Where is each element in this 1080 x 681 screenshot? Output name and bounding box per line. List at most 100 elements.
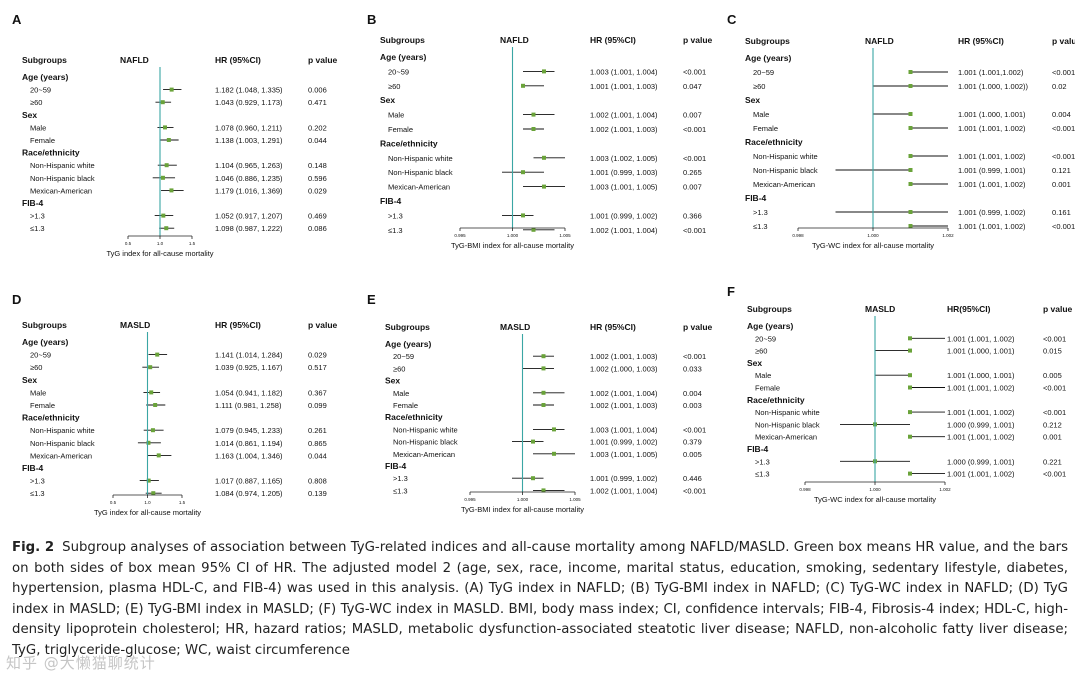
subgroup-label: Female — [30, 401, 55, 410]
p-value-text: 0.517 — [308, 363, 327, 372]
caption-text: Subgroup analyses of association between… — [12, 540, 1069, 658]
subgroup-label: >1.3 — [388, 211, 403, 220]
hr-marker — [541, 390, 546, 395]
p-value-text: <0.001 — [683, 425, 706, 434]
subgroup-category-label: FIB-4 — [745, 193, 767, 203]
hr-header: HR (95%CI) — [215, 320, 261, 330]
p-value-text: <0.001 — [1043, 384, 1066, 393]
p-value-text: <0.001 — [683, 226, 706, 235]
subgroup-label: Female — [30, 136, 55, 145]
x-tick-label: 1.005 — [569, 497, 581, 502]
x-tick-label: 1.002 — [942, 233, 954, 238]
p-value-text: <0.001 — [683, 352, 706, 361]
hr-ci-text: 1.003 (1.001, 1.005) — [590, 183, 658, 192]
p-value-text: <0.001 — [683, 125, 706, 134]
group-header: NAFLD — [500, 35, 529, 45]
x-tick-label: 0.995 — [464, 497, 476, 502]
hr-ci-text: 1.078 (0.960, 1.211) — [215, 123, 282, 132]
hr-ci-text: 1.001 (1.001, 1.002) — [947, 408, 1015, 417]
x-tick-label: 1.005 — [559, 233, 571, 238]
hr-marker — [148, 365, 153, 370]
hr-marker — [164, 163, 169, 168]
hr-marker — [908, 126, 913, 130]
subgroup-label: 20~59 — [753, 68, 774, 77]
subgroup-category-label: Age (years) — [747, 321, 793, 331]
watermark: 知乎 @大懒猫聊统计 — [6, 654, 156, 672]
x-tick-label: 0.998 — [792, 233, 804, 238]
panel-letter: F — [727, 284, 735, 299]
subgroup-label: Female — [753, 124, 778, 133]
hr-marker — [156, 453, 161, 458]
hr-ci-text: 1.002 (1.001, 1.004) — [590, 111, 658, 120]
x-tick-label: 1.0 — [144, 500, 151, 505]
subgroup-label: Non-Hispanic white — [30, 161, 95, 170]
hr-marker — [531, 476, 535, 481]
hr-ci-text: 1.001 (1.001, 1.002) — [958, 152, 1026, 161]
hr-ci-text: 1.001 (1.001, 1.002) — [947, 470, 1015, 479]
p-value-header: p value — [308, 320, 338, 330]
p-value-text: 0.446 — [683, 474, 702, 483]
hr-ci-text: 1.098 (0.987, 1.222) — [215, 224, 283, 233]
subgroup-label: Male — [30, 123, 46, 132]
hr-marker — [908, 348, 912, 353]
subgroup-label: >1.3 — [393, 474, 408, 483]
group-header: MASLD — [500, 322, 530, 332]
p-value-text: 0.044 — [308, 451, 327, 460]
subgroup-category-label: FIB-4 — [22, 198, 44, 208]
forest-plot-b: B Subgroups NAFLD HR (95%CI) p value Age (yea… — [367, 12, 713, 250]
x-tick-label: 1.000 — [507, 233, 519, 238]
x-tick-label: 1.002 — [939, 487, 951, 492]
hr-marker — [169, 188, 174, 193]
p-value-text: <0.001 — [1052, 222, 1075, 231]
subgroup-label: ≤1.3 — [393, 486, 408, 495]
hr-marker — [908, 373, 912, 378]
subgroup-label: Male — [30, 388, 46, 397]
hr-ci-text: 1.079 (0.945, 1.233) — [215, 426, 283, 435]
hr-marker — [166, 138, 171, 142]
p-value-text: 0.221 — [1043, 457, 1062, 466]
hr-header: HR (95%CI) — [590, 322, 636, 332]
hr-marker — [908, 182, 913, 186]
hr-marker — [146, 440, 151, 445]
subgroups-header: Subgroups — [380, 35, 425, 45]
p-value-text: 0.121 — [1052, 166, 1071, 175]
subgroup-label: Non-Hispanic white — [755, 408, 820, 417]
subgroup-label: Female — [755, 384, 780, 393]
x-tick-label: 1.5 — [189, 241, 196, 246]
subgroup-label: ≥60 — [755, 347, 767, 356]
hr-marker — [908, 154, 913, 158]
p-value-text: 0.379 — [683, 438, 702, 447]
hr-ci-text: 1.039 (0.925, 1.167) — [215, 363, 283, 372]
subgroup-label: >1.3 — [753, 208, 768, 217]
subgroup-label: ≤1.3 — [388, 226, 403, 235]
panel-letter: D — [12, 292, 21, 307]
subgroup-label: 20~59 — [30, 86, 51, 95]
hr-ci-text: 1.046 (0.886, 1.235) — [215, 174, 283, 183]
p-value-text: 0.001 — [1043, 433, 1062, 442]
x-tick-label: 0.5 — [125, 241, 132, 246]
subgroup-category-label: Age (years) — [22, 72, 68, 82]
x-tick-label: 1.0 — [157, 241, 164, 246]
hr-marker — [908, 336, 912, 341]
hr-ci-text: 1.000 (0.999, 1.001) — [947, 457, 1015, 466]
p-value-text: 0.139 — [308, 489, 327, 498]
hr-marker — [162, 125, 167, 130]
p-value-text: <0.001 — [1043, 470, 1066, 479]
p-value-text: 0.865 — [308, 439, 327, 448]
hr-marker — [531, 127, 536, 131]
p-value-text: 0.212 — [1043, 420, 1062, 429]
hr-marker — [160, 100, 165, 105]
p-value-text: 0.261 — [308, 426, 327, 435]
hr-ci-text: 1.001 (1.000, 1.001) — [947, 371, 1015, 380]
subgroup-label: Non-Hispanic white — [393, 425, 458, 434]
hr-marker — [521, 213, 525, 218]
hr-marker — [531, 112, 536, 117]
p-value-header: p value — [683, 35, 713, 45]
hr-ci-text: 1.002 (1.001, 1.004) — [590, 486, 658, 495]
subgroups-header: Subgroups — [747, 304, 792, 314]
subgroup-label: Mexican-American — [753, 180, 815, 189]
subgroups-header: Subgroups — [22, 320, 67, 330]
hr-marker — [164, 226, 169, 231]
hr-marker — [149, 390, 154, 395]
subgroup-category-label: Sex — [385, 376, 400, 386]
